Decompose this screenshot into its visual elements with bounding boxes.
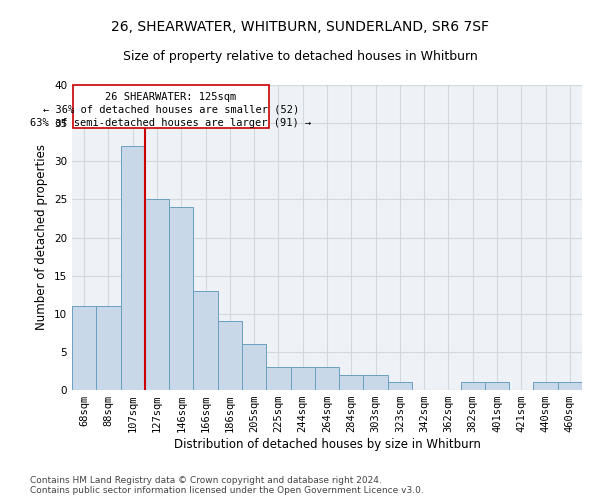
- Bar: [96, 306, 121, 390]
- Bar: [364, 375, 388, 390]
- Bar: [121, 146, 145, 390]
- Bar: [558, 382, 582, 390]
- Text: 63% of semi-detached houses are larger (91) →: 63% of semi-detached houses are larger (…: [31, 118, 311, 128]
- Bar: [145, 200, 169, 390]
- FancyBboxPatch shape: [73, 85, 269, 128]
- Bar: [266, 367, 290, 390]
- Bar: [242, 344, 266, 390]
- Bar: [388, 382, 412, 390]
- Text: Contains public sector information licensed under the Open Government Licence v3: Contains public sector information licen…: [30, 486, 424, 495]
- Text: 26, SHEARWATER, WHITBURN, SUNDERLAND, SR6 7SF: 26, SHEARWATER, WHITBURN, SUNDERLAND, SR…: [111, 20, 489, 34]
- Text: ← 36% of detached houses are smaller (52): ← 36% of detached houses are smaller (52…: [43, 105, 299, 115]
- Bar: [290, 367, 315, 390]
- Bar: [533, 382, 558, 390]
- Bar: [193, 291, 218, 390]
- X-axis label: Distribution of detached houses by size in Whitburn: Distribution of detached houses by size …: [173, 438, 481, 451]
- Bar: [218, 322, 242, 390]
- Text: 26 SHEARWATER: 125sqm: 26 SHEARWATER: 125sqm: [106, 92, 236, 102]
- Bar: [485, 382, 509, 390]
- Bar: [72, 306, 96, 390]
- Bar: [315, 367, 339, 390]
- Bar: [461, 382, 485, 390]
- Bar: [169, 207, 193, 390]
- Text: Contains HM Land Registry data © Crown copyright and database right 2024.: Contains HM Land Registry data © Crown c…: [30, 476, 382, 485]
- Bar: [339, 375, 364, 390]
- Y-axis label: Number of detached properties: Number of detached properties: [35, 144, 49, 330]
- Text: Size of property relative to detached houses in Whitburn: Size of property relative to detached ho…: [122, 50, 478, 63]
